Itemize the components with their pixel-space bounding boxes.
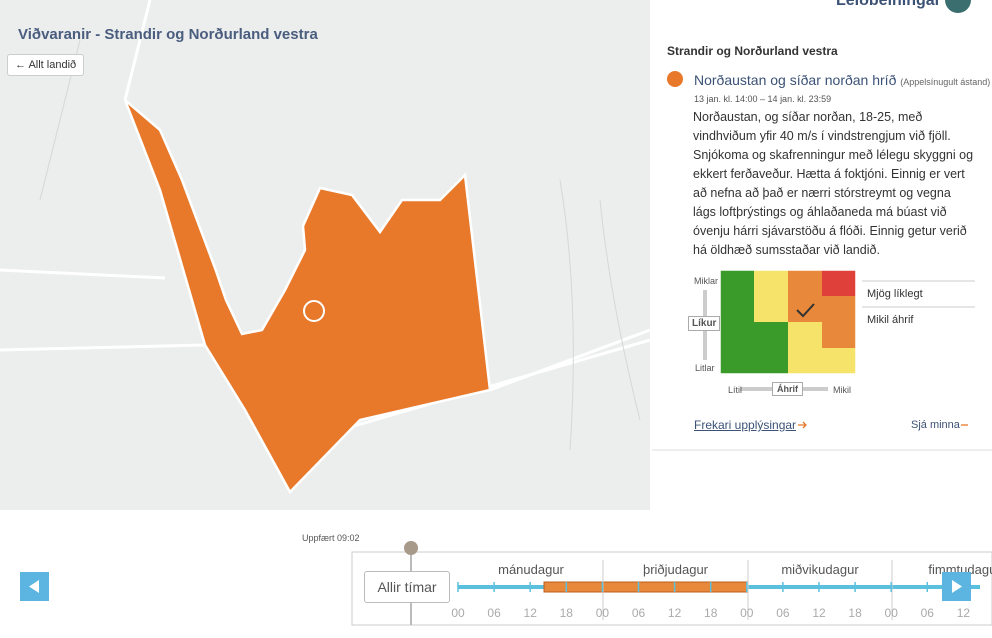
next-arrow bbox=[952, 580, 962, 593]
prev-arrow bbox=[29, 580, 39, 593]
hour-label: 00 bbox=[596, 606, 610, 620]
warning-badge bbox=[667, 71, 683, 87]
warning-name: Norðaustan og síðar norðan hríð bbox=[694, 72, 897, 88]
hour-label: 00 bbox=[451, 606, 465, 620]
see-less-link[interactable]: Sjá minna bbox=[911, 419, 960, 431]
day-label: þriðjudagur bbox=[643, 562, 709, 577]
panel-bg bbox=[650, 0, 992, 450]
updated-time: Uppfært 09:02 bbox=[302, 533, 360, 543]
likelihood-value: Mjög líklegt bbox=[867, 288, 923, 300]
more-info-link[interactable]: Frekari upplýsingar bbox=[694, 418, 797, 432]
back-button[interactable]: ← Allt landið bbox=[7, 54, 85, 76]
help-icon[interactable] bbox=[945, 0, 971, 13]
region-title: Strandir og Norðurland vestra bbox=[667, 44, 838, 58]
warning-time: 13 jan. kl. 14:00 – 14 jan. kl. 23:59 bbox=[694, 94, 832, 104]
back-label: Allt landið bbox=[28, 59, 77, 71]
help-link[interactable]: Leiðbeiningar bbox=[836, 0, 941, 9]
x-label: Áhrif bbox=[772, 382, 803, 396]
warning-area[interactable] bbox=[123, 99, 492, 495]
more-arrow bbox=[798, 421, 807, 429]
timeline: mánudagur þriðjudagur miðvikudagur fimmtuda… bbox=[451, 560, 992, 620]
hour-label: 00 bbox=[740, 606, 754, 620]
slider-knob[interactable] bbox=[404, 541, 418, 555]
hour-label: 06 bbox=[632, 606, 646, 620]
day-label: mánudagur bbox=[498, 562, 564, 577]
hour-label: 12 bbox=[957, 606, 971, 620]
hour-label: 12 bbox=[668, 606, 682, 620]
day-label: miðvikudagur bbox=[781, 562, 859, 577]
hour-label: 12 bbox=[812, 606, 826, 620]
page-title: Viðvaranir - Strandir og Norðurland vest… bbox=[18, 26, 318, 43]
hour-label: 18 bbox=[704, 606, 718, 620]
hour-label: 06 bbox=[487, 606, 501, 620]
warning-text: Norðaustan, og síðar norðan, 18-25, með … bbox=[693, 110, 974, 257]
hour-label: 06 bbox=[921, 606, 935, 620]
x-high: Mikil bbox=[833, 385, 851, 395]
hour-label: 18 bbox=[848, 606, 862, 620]
hour-label: 12 bbox=[524, 606, 538, 620]
y-label: Líkur bbox=[688, 316, 721, 331]
x-low: Lítil bbox=[728, 385, 743, 395]
hour-label: 06 bbox=[776, 606, 790, 620]
all-times-button[interactable]: Allir tímar bbox=[364, 571, 450, 603]
warning-level: (Appelsínugult ástand) bbox=[900, 77, 991, 87]
warning-icon[interactable] bbox=[303, 300, 325, 322]
hour-label: 00 bbox=[885, 606, 899, 620]
warning-period[interactable] bbox=[543, 581, 749, 593]
impact-value: Mikil áhrif bbox=[867, 314, 914, 326]
y-high: Miklar bbox=[694, 276, 718, 286]
warning-title: Norðaustan og síðar norðan hríð (Appelsí… bbox=[694, 72, 990, 88]
hour-label: 18 bbox=[560, 606, 574, 620]
y-low: Litlar bbox=[695, 363, 715, 373]
risk-matrix bbox=[703, 269, 975, 391]
